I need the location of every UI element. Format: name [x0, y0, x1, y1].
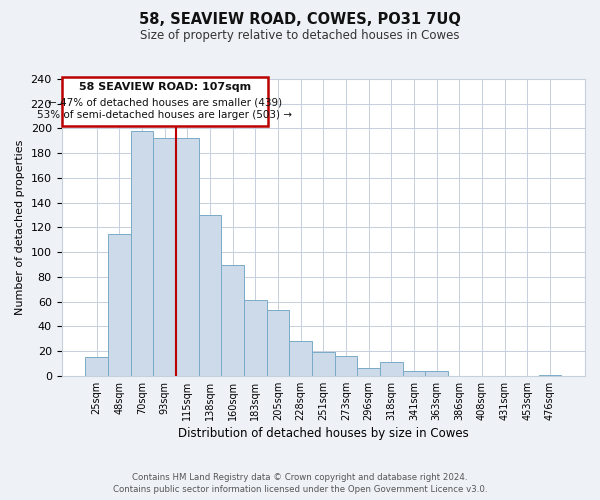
Text: 58, SEAVIEW ROAD, COWES, PO31 7UQ: 58, SEAVIEW ROAD, COWES, PO31 7UQ: [139, 12, 461, 28]
Bar: [357, 368, 380, 376]
Bar: [221, 264, 244, 376]
Bar: [539, 374, 561, 376]
Text: Size of property relative to detached houses in Cowes: Size of property relative to detached ho…: [140, 29, 460, 42]
FancyBboxPatch shape: [62, 76, 268, 126]
Bar: [154, 138, 176, 376]
Bar: [266, 310, 289, 376]
Bar: [425, 371, 448, 376]
Bar: [108, 234, 131, 376]
Text: 53% of semi-detached houses are larger (503) →: 53% of semi-detached houses are larger (…: [37, 110, 292, 120]
Bar: [289, 341, 312, 376]
Bar: [176, 138, 199, 376]
Bar: [85, 358, 108, 376]
Text: ← 47% of detached houses are smaller (439): ← 47% of detached houses are smaller (43…: [48, 98, 282, 108]
Bar: [335, 356, 357, 376]
Bar: [244, 300, 266, 376]
Bar: [199, 215, 221, 376]
Bar: [131, 131, 154, 376]
Bar: [380, 362, 403, 376]
Bar: [403, 371, 425, 376]
Text: 58 SEAVIEW ROAD: 107sqm: 58 SEAVIEW ROAD: 107sqm: [79, 82, 251, 92]
Y-axis label: Number of detached properties: Number of detached properties: [15, 140, 25, 315]
X-axis label: Distribution of detached houses by size in Cowes: Distribution of detached houses by size …: [178, 427, 469, 440]
Bar: [312, 352, 335, 376]
Text: Contains HM Land Registry data © Crown copyright and database right 2024.
Contai: Contains HM Land Registry data © Crown c…: [113, 472, 487, 494]
